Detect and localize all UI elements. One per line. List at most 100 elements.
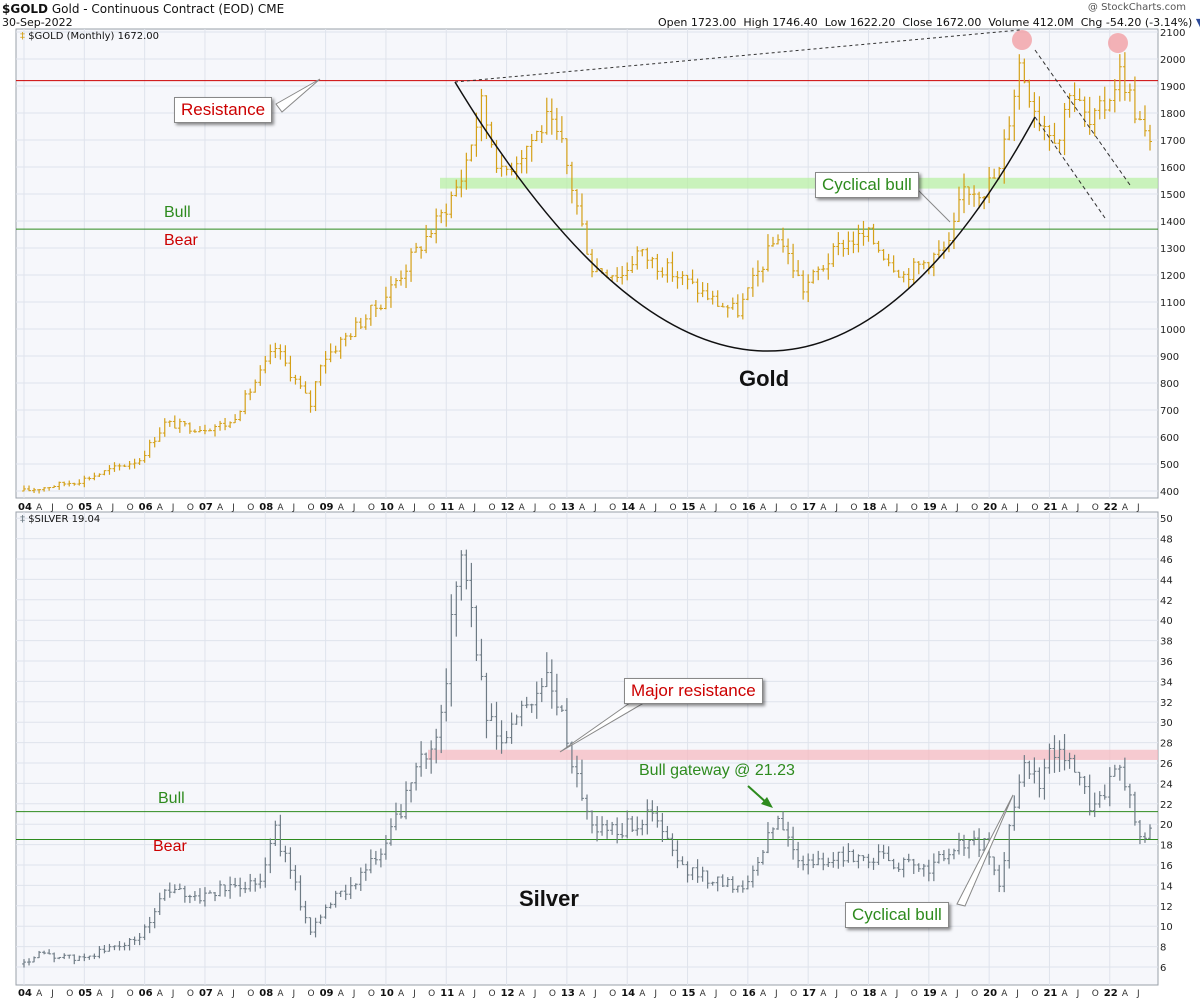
x-month-label: A: [338, 989, 345, 999]
x-month-label: J: [774, 989, 778, 999]
peak-highlight-circle: [1108, 33, 1128, 53]
y-tick-label: 1400: [1160, 217, 1185, 228]
x-year-label: 07: [199, 502, 213, 513]
x-year-label: 17: [802, 502, 816, 513]
x-month-label: A: [157, 989, 164, 999]
y-tick-label: 1900: [1160, 82, 1185, 93]
header-title-line: $GOLD Gold - Continuous Contract (EOD) C…: [2, 2, 284, 16]
quote-high: 1746.40: [772, 16, 818, 29]
y-tick-label: 500: [1160, 460, 1179, 471]
x-month-label: O: [308, 989, 315, 999]
y-tick-label: 10: [1160, 922, 1173, 933]
x-month-label: O: [669, 989, 676, 999]
header-exchange: CME: [257, 2, 285, 16]
y-tick-label: 30: [1160, 718, 1173, 729]
x-year-label: 21: [1043, 988, 1057, 999]
y-tick-label: 22: [1160, 800, 1173, 811]
y-tick-label: 1000: [1160, 325, 1185, 336]
gold-bull-label: Bull: [164, 204, 191, 221]
x-month-label: O: [66, 503, 73, 513]
x-year-label: 13: [561, 502, 575, 513]
resistance-callout-pointer: [275, 78, 321, 113]
header-date: 30-Sep-2022: [2, 16, 73, 29]
x-month-label: A: [1062, 989, 1069, 999]
x-year-label: 10: [380, 988, 394, 999]
x-month-label: O: [971, 989, 978, 999]
y-tick-label: 16: [1160, 861, 1173, 872]
x-year-label: 04: [18, 502, 32, 513]
x-month-label: A: [1122, 503, 1129, 513]
cup-curve: [454, 81, 1036, 352]
x-month-label: A: [519, 989, 526, 999]
y-tick-label: 46: [1160, 555, 1173, 566]
y-tick-label: 1300: [1160, 244, 1185, 255]
y-tick-label: 1800: [1160, 109, 1185, 120]
x-month-label: A: [579, 503, 586, 513]
x-month-label: O: [549, 989, 556, 999]
x-month-label: A: [941, 503, 948, 513]
x-month-label: O: [790, 989, 797, 999]
y-tick-label: 34: [1160, 677, 1173, 688]
x-month-label: A: [36, 989, 43, 999]
x-month-label: J: [352, 989, 356, 999]
x-month-label: A: [398, 503, 405, 513]
x-year-label: 09: [320, 502, 334, 513]
x-month-label: A: [881, 503, 888, 513]
x-month-label: O: [488, 989, 495, 999]
y-tick-label: 26: [1160, 759, 1173, 770]
x-year-label: 05: [78, 502, 92, 513]
x-month-label: O: [428, 989, 435, 999]
y-tick-label: 1100: [1160, 298, 1185, 309]
x-month-label: O: [66, 989, 73, 999]
x-month-label: O: [187, 503, 194, 513]
silver-cyclical-bull-callout: Cyclical bull: [845, 902, 949, 928]
ohlc-bar-icon: ‡: [20, 514, 25, 525]
x-month-label: O: [247, 503, 254, 513]
x-month-label: O: [730, 503, 737, 513]
x-month-label: A: [579, 989, 586, 999]
x-year-label: 18: [863, 502, 877, 513]
x-year-label: 10: [380, 502, 394, 513]
x-month-label: J: [231, 989, 235, 999]
x-month-label: O: [127, 989, 134, 999]
x-month-label: J: [412, 503, 416, 513]
x-year-label: 07: [199, 988, 213, 999]
x-year-label: 11: [440, 502, 454, 513]
x-month-label: A: [1062, 503, 1069, 513]
y-tick-label: 44: [1160, 575, 1173, 586]
y-tick-label: 1500: [1160, 190, 1185, 201]
x-month-label: J: [1015, 989, 1019, 999]
x-year-label: 19: [923, 988, 937, 999]
quote-low-label: Low: [824, 16, 847, 29]
x-year-label: 14: [621, 988, 635, 999]
x-year-label: 17: [802, 988, 816, 999]
x-year-label: 22: [1104, 988, 1118, 999]
header-symbol: $GOLD: [2, 2, 49, 16]
y-tick-label: 2100: [1160, 28, 1185, 39]
y-tick-label: 50: [1160, 514, 1173, 525]
x-month-label: J: [291, 503, 295, 513]
x-month-label: A: [519, 503, 526, 513]
quote-open-label: Open: [658, 16, 688, 29]
x-month-label: A: [639, 989, 646, 999]
x-year-label: 08: [259, 988, 273, 999]
x-month-label: O: [971, 503, 978, 513]
y-tick-label: 600: [1160, 433, 1179, 444]
dropdown-arrow-icon[interactable]: ▼: [1196, 16, 1200, 29]
x-month-label: J: [171, 989, 175, 999]
x-month-label: O: [368, 503, 375, 513]
x-month-label: O: [1031, 503, 1038, 513]
y-tick-label: 42: [1160, 596, 1173, 607]
major-resistance-callout: Major resistance: [624, 678, 763, 704]
x-month-label: J: [533, 503, 537, 513]
gold-legend-text: $GOLD (Monthly) 1672.00: [28, 31, 159, 42]
x-year-label: 15: [682, 502, 696, 513]
x-month-label: O: [850, 989, 857, 999]
watermark: @ StockCharts.com: [1087, 2, 1186, 13]
x-month-label: J: [1015, 503, 1019, 513]
y-tick-label: 14: [1160, 881, 1173, 892]
x-year-label: 16: [742, 502, 756, 513]
x-month-label: J: [593, 989, 597, 999]
x-month-label: A: [639, 503, 646, 513]
x-year-label: 12: [501, 988, 515, 999]
